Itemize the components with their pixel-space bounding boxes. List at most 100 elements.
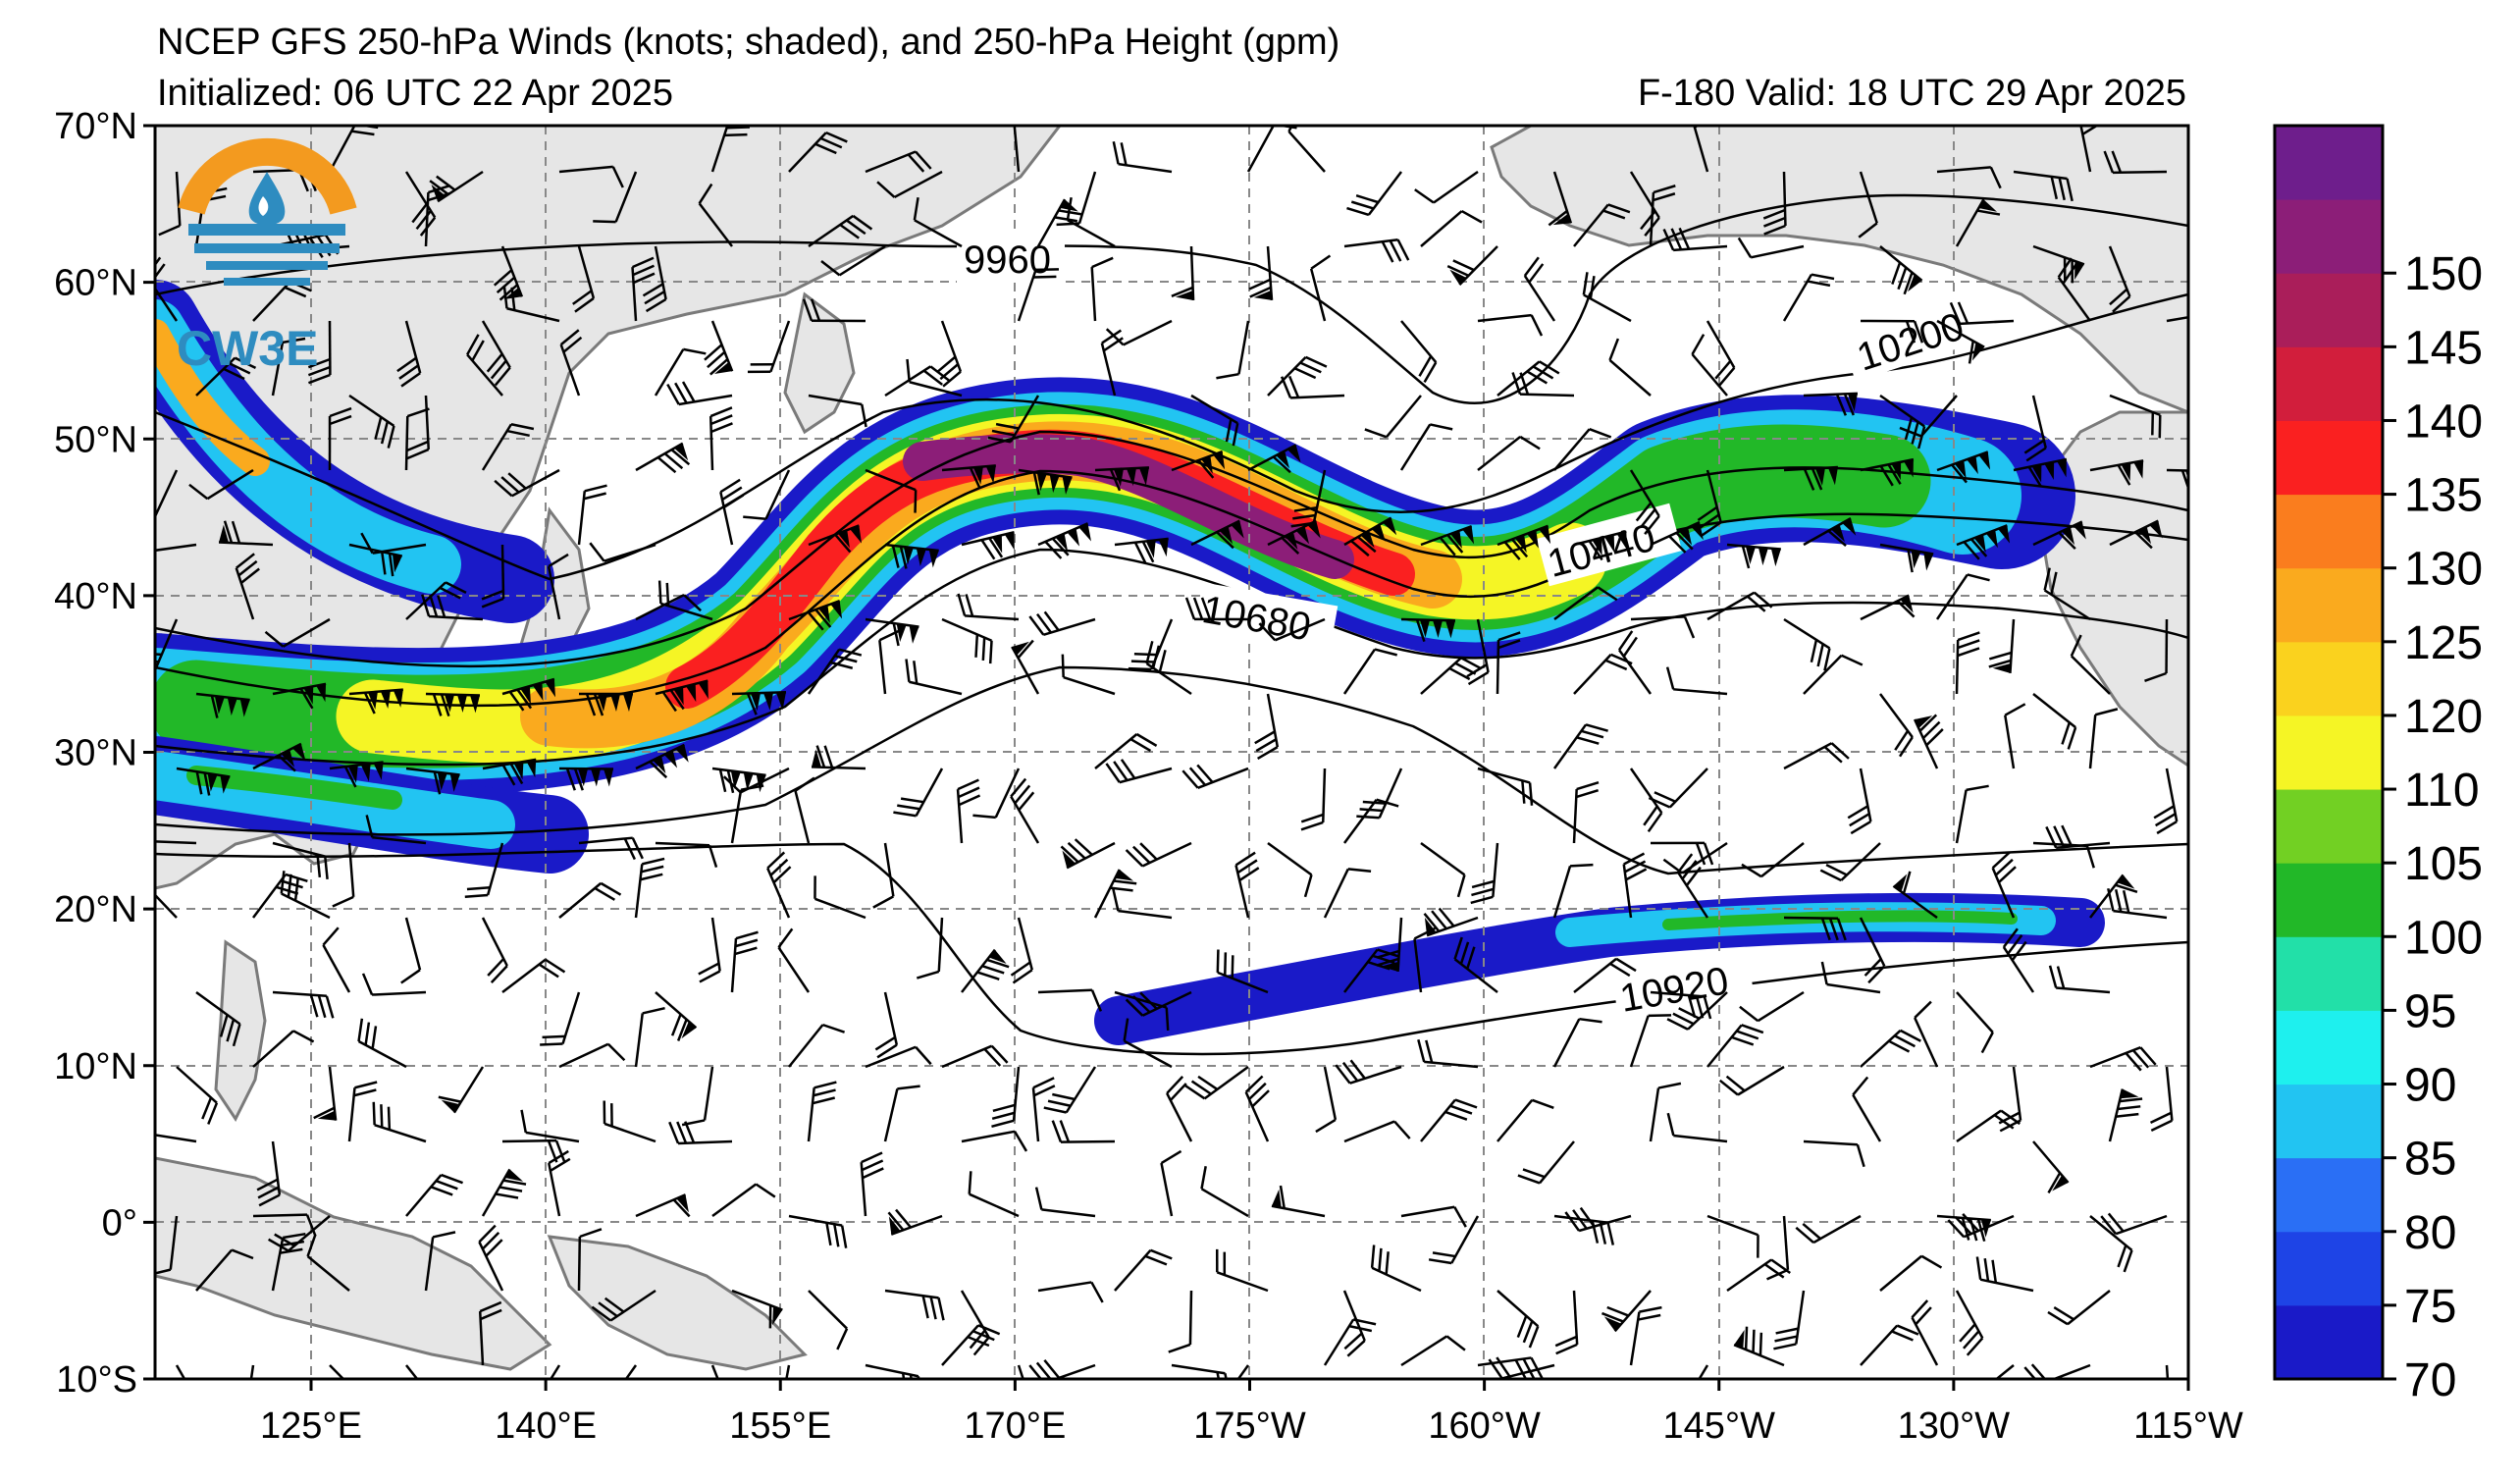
wind-barb [1125,841,1192,868]
wind-barb [1860,1324,1919,1366]
wind-barb [1553,586,1618,621]
lat-label: 50°N [54,419,137,460]
wind-barb [1061,654,1116,696]
wind-barb [872,842,895,909]
wind-barb [322,927,351,993]
wind-barb [719,478,745,546]
wind-barb [1955,198,2001,247]
wind-barb [1010,917,1033,984]
lon-label: 175°W [1193,1405,1306,1447]
wind-barb [1949,301,2015,326]
wind-barb [987,395,1040,444]
wind-barb [1706,1214,1759,1258]
wind-barb [743,469,791,520]
wind-barb [1820,961,1881,994]
wind-barb [591,1289,656,1322]
wind-barb [668,1121,733,1145]
wind-barb [1737,237,1805,259]
wind-barb [1650,990,1712,1020]
wind-barb [2032,1140,2070,1193]
wind-barb [1342,648,1397,695]
wind-barb [1572,780,1600,844]
wind-barb [884,543,939,569]
wind-barb [1248,245,1274,300]
wind-barb [329,761,384,788]
lat-label: 30°N [54,733,137,774]
colorbar-segment [2275,1157,2383,1233]
wind-barb [558,767,614,791]
wind-barb [808,394,867,428]
wind-barb [1343,948,1400,993]
colorbar-segment [2275,1010,2383,1086]
wind-barb [307,320,332,385]
wind-barb [478,1224,504,1292]
wind-barb [1037,988,1103,1012]
wind-barb [865,150,932,174]
wind-barb [657,580,713,621]
colorbar-segment [2275,641,2383,716]
wind-barb [941,617,993,664]
colorbar-tick-label: 110 [2404,765,2480,817]
wind-barb [195,692,250,718]
wind-barb [1496,524,1551,560]
latitude-labels: 70°N 60°N 50°N 40°N 30°N 20°N 10°N 0° 10°S [54,106,155,1401]
wind-barb [811,745,866,770]
wind-barb [158,171,182,237]
wind-barb [1975,1256,2034,1293]
wind-barb [1290,469,1327,528]
wind-barb [155,469,179,520]
land-new-guinea [547,1235,808,1371]
colorbar-tick-label: 70 [2404,1354,2456,1406]
wind-barb [1446,245,1498,287]
wind-barb [2109,394,2162,439]
wind-barb [1342,1290,1366,1357]
wind-barb [1400,1335,1466,1367]
wind-barb [1899,395,1958,438]
valid-time: F-180 Valid: 18 UTC 29 Apr 2025 [1638,73,2186,114]
wind-barb [1037,522,1091,559]
wind-barb [1400,1205,1467,1228]
wind-barb [1726,543,1781,569]
wind-barb [348,394,395,449]
wind-barb [905,659,963,696]
cw3e-logo: CW3E [177,137,357,376]
wind-barb [1496,1290,1540,1349]
wind-barb [2032,693,2077,750]
wind-barb [1860,319,1924,344]
wind-barb [1356,768,1403,820]
wind-barb [2165,1364,2172,1379]
wind-barb [1783,465,1838,491]
wind-barb [1706,320,1736,387]
wind-barb [578,692,634,716]
wind-barb [176,1066,219,1125]
wind-barb [1066,196,1116,248]
wind-barb [1914,1000,1939,1068]
jet-subtropical-core [1662,910,2018,930]
wind-barb [155,256,179,322]
wind-barb [466,334,503,397]
wind-barb [2089,459,2144,486]
colorbar-segment [2275,126,2383,200]
wind-barb [788,1023,846,1068]
wind-barb [235,553,260,620]
wind-barb [731,691,787,715]
wind-barb [709,406,733,471]
wind-barb [577,1228,603,1292]
wind-barb [218,520,274,547]
wind-barb [1105,319,1173,346]
wind-barb [1629,768,1663,833]
wind-barb [424,184,451,247]
wind-barb [578,836,644,861]
wind-barb [972,768,1021,820]
wind-barb [1879,1254,1943,1292]
wind-barb [1554,1290,1579,1355]
wind-barb [361,973,427,996]
wind-barb [1573,957,1637,993]
colorbar-segment [2275,715,2383,790]
wind-barb [1955,1290,1984,1356]
wind-barb [1913,714,1944,769]
wind-barb [1523,256,1556,322]
wind-barb [494,468,560,498]
wind-barb [788,131,848,173]
wind-barb [968,1171,1020,1218]
